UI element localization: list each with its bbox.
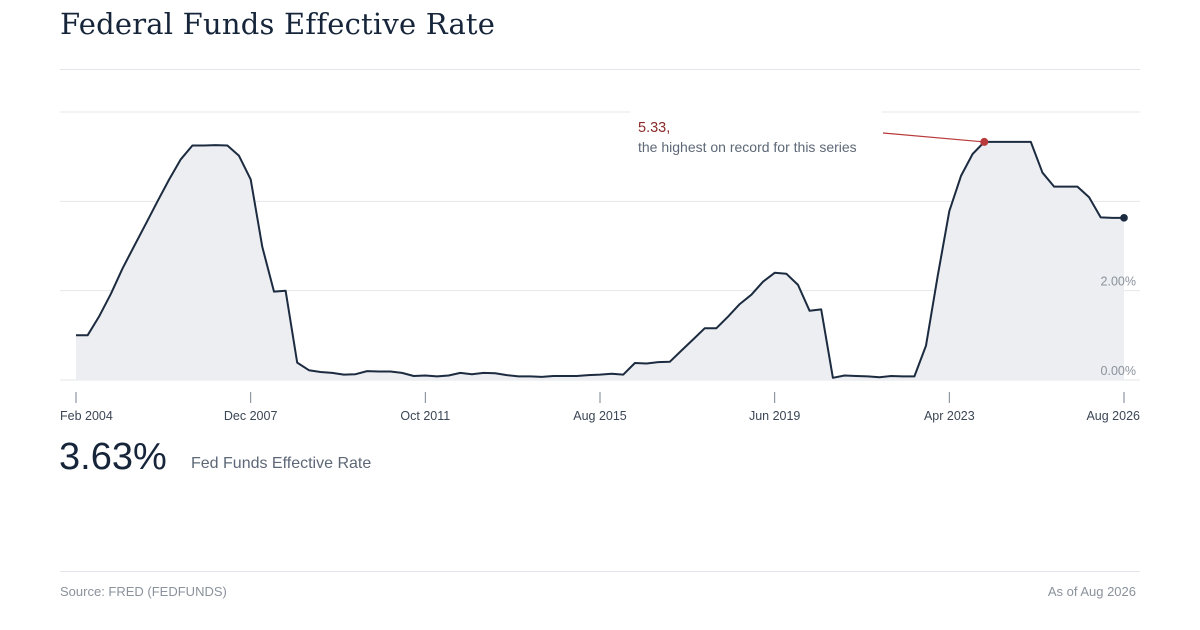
x-axis: Feb 2004 Dec 2007 Oct 2011 Aug 2015 Jun 2019… xyxy=(60,392,1140,423)
x-tick-label: Feb 2004 xyxy=(60,409,113,423)
peak-annotation: 5.33, the highest on record for this ser… xyxy=(630,110,989,162)
x-tick-label: Jun 2019 xyxy=(749,409,800,423)
source-note: Source: FRED (FEDFUNDS) xyxy=(60,584,227,599)
rate-line xyxy=(76,140,1124,379)
y-tick-label: 2.00% xyxy=(1101,275,1136,289)
footer-divider xyxy=(60,571,1140,572)
y-axis: 0.00% 2.00% xyxy=(1101,275,1136,378)
rate-area xyxy=(76,141,1124,380)
latest-value-marker[interactable] xyxy=(1120,214,1128,222)
as-of-date: As of Aug 2026 xyxy=(1047,584,1136,599)
annotation-value: 5.33, xyxy=(638,120,670,136)
annotation-background xyxy=(630,110,882,162)
page-title: Federal Funds Effective Rate xyxy=(60,7,496,41)
peak-marker[interactable] xyxy=(980,137,989,146)
y-tick-label: 0.00% xyxy=(1101,364,1136,378)
x-tick-label: Dec 2007 xyxy=(224,409,278,423)
x-tick-label: Aug 2015 xyxy=(573,409,627,423)
rate-chart: 5.33, the highest on record for this ser… xyxy=(60,110,1140,423)
latest-rate-value: 3.63% xyxy=(59,436,167,478)
x-tick-label: Oct 2011 xyxy=(400,409,450,423)
title-divider xyxy=(60,69,1140,70)
latest-rate-label: Fed Funds Effective Rate xyxy=(191,455,372,472)
annotation-leader-line xyxy=(882,132,985,143)
annotation-text: the highest on record for this series xyxy=(638,139,857,155)
x-tick-label: Apr 2023 xyxy=(924,409,975,423)
x-tick-label: Aug 2026 xyxy=(1086,409,1140,423)
